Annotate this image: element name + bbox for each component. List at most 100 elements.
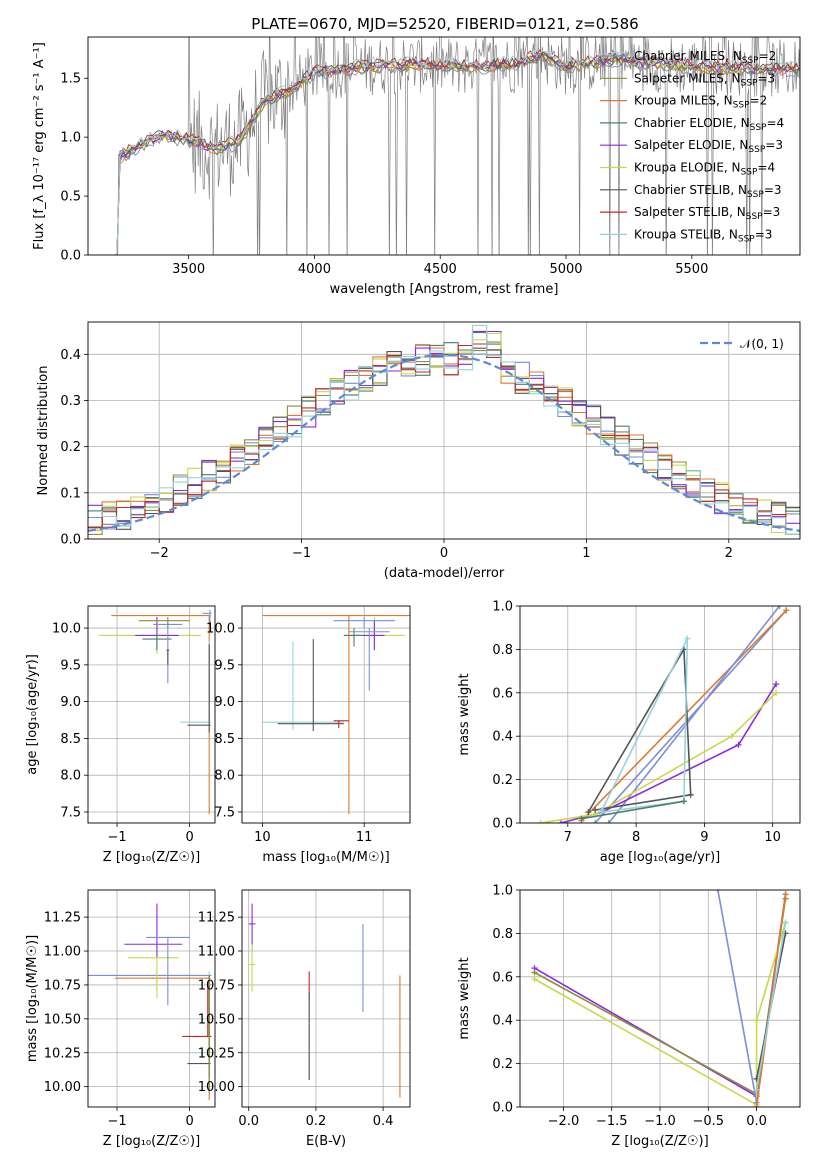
x-tick-label: −1.5 [596,1114,628,1129]
y-tick-label: 8.0 [60,769,81,784]
x-tick-label: 0 [185,830,193,845]
plot-area-age_vs_mass [242,606,410,823]
y-tick-label: 0.5 [60,190,81,205]
axes-frame [87,889,216,1108]
plot-area-mass_vs_ebv [242,890,410,1107]
plot-area-mass_weight_vs_z [520,890,800,1107]
y-axis-label: mass [log₁₀(M/M☉)] [25,935,40,1062]
y-tick-label: 0.0 [492,1101,513,1116]
panel-spectrum: 3500 4000 4500 5000 5500 0.0 0.5 1.0 1.5 waveleng… [32,36,801,297]
x-tick-label: −1 [107,830,126,845]
y-axis-label: Flux [f_λ 10⁻¹⁷ erg cm⁻² s⁻¹ A⁻¹] [32,42,47,250]
normal-curve-line [88,353,800,532]
panel-mass_vs_z: −1 0 10.00 10.25 10.50 10.75 11.00 11.25 Z [log₁… [25,889,216,1149]
mass-weight-point [687,791,694,798]
x-tick-label: −2.0 [548,1114,580,1129]
x-tick-label: 5500 [675,262,708,277]
mass-weight-point [773,681,780,688]
y-tick-label: 11.25 [44,911,81,926]
y-tick-label: 10.50 [44,1012,81,1027]
y-tick-label: 10.00 [198,1080,235,1095]
spectrum-model-line [116,49,800,255]
panel-mass_vs_ebv: 0.0 0.2 0.4 10.00 10.25 10.50 10.75 11.00 11.25 E… [198,889,411,1149]
axes-frame [87,36,801,256]
x-tick-label: 0.2 [306,1114,327,1129]
y-tick-label: 10.75 [198,978,235,993]
axes-frame [241,605,411,824]
mass-weight-point [782,919,789,926]
legend-label: Kroupa STELIB, NSSP=3 [634,227,772,244]
y-tick-label: 0.2 [492,773,513,788]
y-tick-label: 10.00 [44,1080,81,1095]
x-tick-label: −0.5 [692,1114,724,1129]
mass-weight-line [587,646,692,813]
x-axis-label: Z [log₁₀(Z/Z☉)] [611,1134,708,1149]
axes-frame [241,889,411,1108]
panel-mass_weight_vs_age: 7 8 9 10 0.0 0.2 0.4 0.6 0.8 1.0 age [log₁₀(age/yr… [457,600,801,865]
legend-label: 𝒩(0, 1) [740,337,784,351]
x-tick-label: 11 [356,830,373,845]
y-tick-label: 10.0 [206,622,235,637]
y-tick-label: 0.0 [60,249,81,264]
mass-weight-point [531,969,538,976]
plot-area-residuals [88,322,800,539]
y-axis-label: age [log₁₀(age/yr)] [25,654,40,775]
mass-weight-point [782,891,789,898]
y-tick-label: 8.0 [214,769,235,784]
x-tick-label: 0 [440,546,448,561]
mass-weight-point [783,607,790,614]
y-tick-label: 1.0 [60,131,81,146]
mass-weight-point [598,809,605,816]
y-tick-label: 0.0 [60,533,81,548]
mass-weight-point [753,1104,760,1107]
y-tick-label: 0.6 [492,970,513,985]
y-tick-label: 9.0 [214,695,235,710]
x-tick-label: 3500 [172,262,205,277]
mass-weight-line [755,922,787,1090]
figure-title: PLATE=0670, MJD=52520, FIBERID=0121, z=0… [251,15,638,33]
mass-weight-point [578,815,585,822]
x-axis-label: mass [log₁₀(M/M☉)] [262,850,389,865]
mass-weight-point [537,820,544,823]
legend-label: Salpeter MILES, NSSP=3 [634,71,775,88]
mass-weight-line [594,609,787,823]
mass-weight-point [531,975,538,982]
legend-label: Chabrier MILES, NSSP=2 [634,49,776,66]
spectrum-model-line [116,55,800,255]
axes-frame [519,889,801,1108]
x-tick-label: 0.4 [373,1114,394,1129]
mass-weight-point [776,606,783,609]
y-axis-label: mass weight [457,957,472,1039]
y-tick-label: 9.5 [214,658,235,673]
mass-weight-line [601,638,689,813]
y-tick-label: 0.2 [60,440,81,455]
x-tick-label: −1 [107,1114,126,1129]
residual-histogram-step [88,324,800,535]
residual-histogram-step [88,332,800,524]
mass-weight-line [608,606,781,823]
panel-age_vs_z: −1 0 7.5 8.0 8.5 9.0 9.5 10.0 Z [log₁₀(Z/Z☉)] age… [25,605,216,865]
mass-weight-line [534,922,787,1107]
x-tick-label: 0.0 [238,1114,259,1129]
panel-mass_weight_vs_z: −2.0 −1.5 −1.0 −0.5 0.0 0.0 0.2 0.4 0.6 0.8 1.0 Z [… [457,884,801,1149]
y-tick-label: 11.00 [198,945,235,960]
x-tick-label: −1 [292,546,311,561]
y-tick-label: 0.8 [492,643,513,658]
y-tick-label: 0.8 [492,927,513,942]
plot-area-mass_vs_z [88,890,215,1107]
mass-weight-line [581,800,685,820]
x-axis-label: E(B-V) [306,1134,346,1149]
y-tick-label: 1.0 [492,600,513,615]
plot-area-spectrum [115,37,800,255]
x-tick-label: 1 [582,546,590,561]
x-axis-label: wavelength [Angstrom, rest frame] [330,282,559,297]
residual-histogram-step [88,343,800,535]
x-axis-label: Z [log₁₀(Z/Z☉)] [103,850,200,865]
spectrum-legend: Chabrier MILES, NSSP=2 Salpeter MILES, NS… [600,49,784,244]
mass-weight-line [580,609,787,822]
x-tick-label: 8 [632,830,640,845]
y-tick-label: 0.6 [492,686,513,701]
axes-frame [87,605,216,824]
x-axis-label: age [log₁₀(age/yr)] [600,850,721,865]
y-tick-label: 1.5 [60,72,81,87]
